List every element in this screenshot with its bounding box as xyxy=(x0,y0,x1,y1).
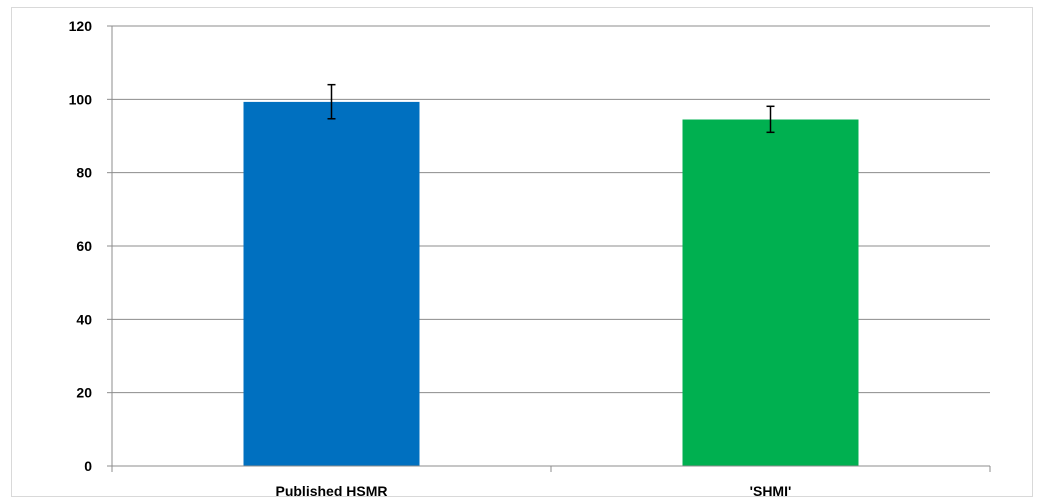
error-bars xyxy=(327,83,775,134)
axis-labels: 0 20 40 60 80 100 120 Published HSMR 'SHMI' xyxy=(69,18,792,499)
error-bar xyxy=(766,105,775,134)
chart-area xyxy=(11,7,1033,497)
y-tick-label: 60 xyxy=(76,238,92,254)
bar-published-hsmr xyxy=(243,101,420,467)
y-tick-label: 120 xyxy=(69,18,93,34)
bars xyxy=(243,101,859,467)
y-tick-label: 0 xyxy=(84,458,92,474)
y-tick-label: 20 xyxy=(76,385,92,401)
error-bar xyxy=(327,83,336,120)
x-category-label: Published HSMR xyxy=(275,483,387,499)
y-tick-label: 40 xyxy=(76,311,92,327)
y-tick-label: 80 xyxy=(76,165,92,181)
x-category-label: 'SHMI' xyxy=(750,483,792,499)
y-tick-label: 100 xyxy=(69,91,93,107)
axes xyxy=(107,25,991,472)
bar-shmi xyxy=(682,119,859,466)
